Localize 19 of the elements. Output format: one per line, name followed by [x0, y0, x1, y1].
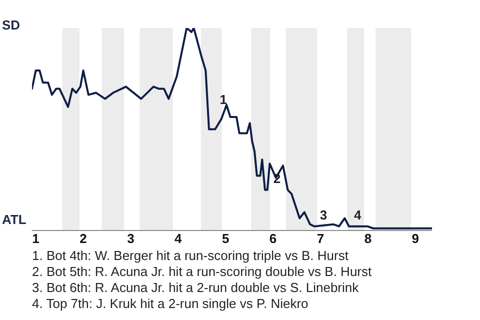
text: 4. Top 7th: J. Kruk hit a 2-run single vs P. Niekro	[32, 296, 310, 312]
x-tick-label: 4	[174, 230, 183, 246]
annotation: 1	[220, 92, 227, 108]
annotation: 2	[273, 171, 281, 186]
x-tick-label: 8	[364, 230, 372, 246]
text: 3. Bot 6th: R. Acuna Jr. hit a 2-run double vs S. Linebrink	[32, 280, 360, 296]
x-tick-label: 5	[222, 230, 230, 246]
text: SD	[2, 18, 20, 33]
annotation: 3	[320, 207, 328, 222]
x-tick-label: 1	[32, 230, 40, 246]
text: 2. Bot 5th: R. Acuna Jr. hit a run-scoring double vs B. Hurst	[32, 264, 373, 280]
text: 1. Bot 4th: W. Berger hit a run-scoring triple vs B. Hurst	[32, 248, 350, 264]
x-tick-label: 3	[127, 230, 134, 246]
x-tick-label: 9	[412, 230, 420, 246]
x-tick-label: 6	[269, 230, 277, 246]
x-tick-label: 7	[316, 230, 324, 246]
x-tick-label: 2	[80, 230, 87, 246]
annotation: 4	[354, 207, 362, 222]
text: ATL	[2, 212, 26, 227]
